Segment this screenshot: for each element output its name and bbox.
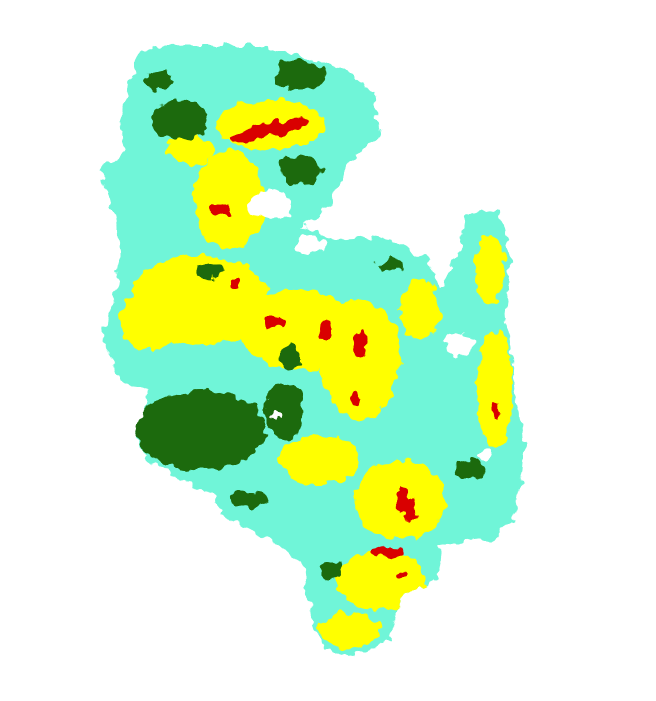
gaps <box>248 191 493 460</box>
dark-green-zones <box>135 60 485 578</box>
yellow-zones <box>120 100 513 648</box>
red-zones <box>210 117 499 580</box>
classes <box>120 60 513 648</box>
land-cover <box>100 45 525 655</box>
